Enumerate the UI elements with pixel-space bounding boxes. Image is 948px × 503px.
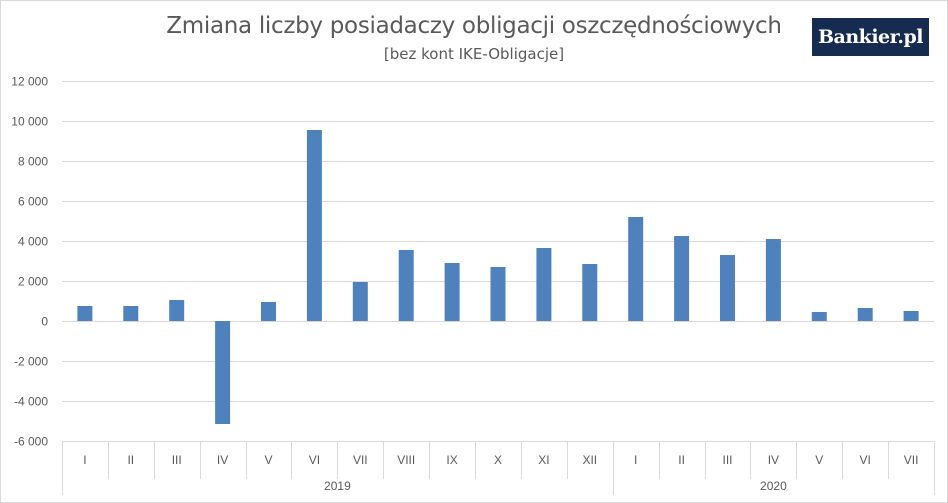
y-tick-label: 8 000 [18,155,48,169]
logo-text: Bankier.pl [817,26,924,48]
bar [261,302,276,321]
x-category-label: XII [582,453,597,467]
x-category-label: VII [353,453,368,467]
bar [720,255,735,321]
y-tick-label: 10 000 [11,115,48,129]
x-category-label: X [494,453,502,467]
x-category-label: III [172,453,182,467]
bar [857,308,873,321]
bar [628,217,644,321]
bar [765,239,781,321]
gridlines [62,81,934,442]
y-tick-label: 0 [41,315,48,329]
x-category-label: IX [446,453,457,467]
x-category-label: VI [309,453,320,467]
y-tick-label: -2 000 [14,355,48,369]
x-category-label: II [127,453,134,467]
bar [215,321,231,424]
x-axis: I II III IV V VI VII VIII IX X XI XII I II III IV V VI VII… [62,441,935,495]
bar [674,236,690,321]
bar [306,130,322,321]
x-category-label: I [634,453,637,467]
bar [444,263,460,321]
bar [490,267,506,321]
bar [582,264,598,321]
bankier-logo: Bankier.pl [812,18,929,56]
y-tick-label: -4 000 [14,395,48,409]
chart-title: Zmiana liczby posiadaczy obligacji oszcz… [166,13,782,39]
bar [169,300,185,321]
bars [77,130,919,424]
bar [811,312,827,321]
x-category-label: IV [768,453,779,467]
bar [77,306,93,321]
x-category-label: II [678,453,685,467]
x-category-label: IV [217,453,228,467]
x-category-label: I [83,453,86,467]
bar [536,248,552,321]
bar [903,311,919,321]
bar [352,282,368,321]
y-tick-label: 12 000 [11,75,48,89]
x-category-label: V [815,453,823,467]
y-tick-label: 6 000 [18,195,48,209]
bar [398,250,414,321]
x-category-label: XI [538,453,549,467]
x-category-label: VIII [397,453,415,467]
y-axis-tick-labels: 12 000 10 000 8 000 6 000 4 000 2 000 0 -2 000 -… [11,75,48,449]
x-category-label: VI [860,453,871,467]
x-category-label: III [722,453,732,467]
x-category-label: VII [904,453,919,467]
y-tick-label: -6 000 [14,435,48,449]
x-category-label: V [264,453,272,467]
x-group-label: 2020 [760,479,787,493]
x-group-label: 2019 [324,479,351,493]
y-tick-label: 4 000 [18,235,48,249]
chart-subtitle: [bez kont IKE-Obligacje] [383,45,565,63]
y-tick-label: 2 000 [18,275,48,289]
bar [123,306,139,321]
